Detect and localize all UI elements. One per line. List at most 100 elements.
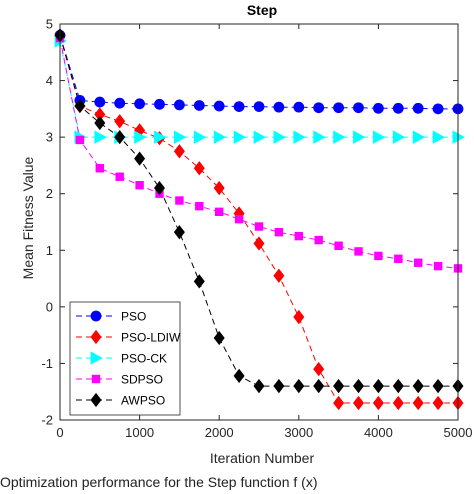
- legend-label: PSO-LDIW: [121, 331, 181, 345]
- data-point: [313, 378, 325, 394]
- data-point: [334, 241, 343, 250]
- y-tick-label: 3: [46, 130, 53, 145]
- data-point: [394, 254, 403, 263]
- series-markers-pso-ck: [54, 34, 465, 144]
- x-tick-label: 4000: [364, 425, 393, 440]
- data-point: [274, 227, 284, 237]
- axis-ticks: 0 1000 2000 3000 4000 5000 -2 -1 0 1 2 3 4 5: [41, 17, 472, 441]
- data-point: [352, 395, 365, 411]
- data-point: [273, 130, 286, 144]
- data-point: [114, 129, 126, 145]
- y-tick-label: 0: [46, 299, 53, 314]
- data-point: [433, 261, 443, 271]
- series-markers: [54, 28, 465, 411]
- data-point: [313, 361, 325, 377]
- legend-marker: [90, 329, 102, 345]
- legend-marker: [90, 392, 102, 408]
- x-tick-label: 0: [56, 425, 63, 440]
- x-tick-label: 5000: [444, 425, 473, 440]
- data-point: [233, 101, 245, 112]
- figure-caption: Optimization performance for the Step fu…: [0, 474, 318, 490]
- data-point: [134, 98, 146, 110]
- data-point: [412, 130, 426, 144]
- data-point: [293, 130, 306, 144]
- legend-label: AWPSO: [121, 394, 165, 408]
- data-point: [173, 99, 185, 111]
- x-tick-label: 3000: [284, 425, 313, 440]
- y-tick-label: 2: [46, 186, 53, 201]
- data-point: [293, 378, 305, 394]
- data-point: [154, 98, 165, 110]
- data-point: [233, 130, 246, 144]
- series-line-pso: [59, 35, 458, 110]
- legend-marker: [90, 310, 102, 322]
- data-point: [293, 309, 305, 325]
- data-point: [213, 130, 227, 144]
- chart-svg: Step Mean Fitness Value Iteration Number…: [20, 2, 472, 466]
- data-point: [74, 98, 86, 114]
- data-point: [153, 180, 166, 196]
- legend-item: AWPSO: [76, 392, 165, 408]
- legend-item: PSO-CK: [76, 351, 167, 366]
- data-point: [253, 378, 265, 394]
- y-tick-label: -2: [41, 413, 53, 428]
- legend-marker: [90, 351, 103, 365]
- data-point: [134, 151, 146, 166]
- data-point: [254, 222, 264, 231]
- legend: PSO PSO-LDIW PSO-CK SDPSO AWPSO: [69, 301, 181, 416]
- data-point: [432, 395, 444, 411]
- data-point: [173, 130, 187, 144]
- data-point: [273, 378, 285, 394]
- data-point: [213, 330, 225, 346]
- legend-item: PSO-LDIW: [76, 329, 181, 345]
- data-point: [253, 130, 266, 144]
- data-point: [134, 130, 147, 144]
- data-point: [412, 102, 424, 114]
- data-point: [333, 130, 346, 144]
- data-point: [115, 172, 124, 181]
- data-point: [173, 225, 185, 240]
- data-point: [114, 114, 126, 129]
- data-point: [392, 102, 404, 114]
- data-point: [253, 236, 265, 251]
- chart-title: Step: [247, 2, 277, 18]
- data-point: [392, 378, 404, 394]
- legend-marker: [91, 374, 101, 384]
- legend-label: SDPSO: [121, 373, 163, 387]
- data-point: [314, 235, 323, 245]
- data-point: [353, 102, 364, 114]
- data-point: [374, 251, 383, 261]
- legend-label: PSO: [121, 310, 146, 324]
- data-point: [154, 130, 167, 144]
- data-point: [372, 102, 384, 114]
- data-point: [313, 130, 326, 144]
- data-point: [253, 101, 265, 112]
- data-point: [432, 378, 444, 394]
- data-point: [294, 231, 303, 241]
- data-point: [412, 395, 424, 411]
- data-point: [94, 130, 107, 144]
- data-point: [372, 395, 384, 411]
- data-point: [193, 100, 205, 111]
- data-point: [273, 101, 285, 113]
- data-point: [293, 101, 305, 113]
- data-point: [75, 135, 85, 145]
- data-point: [372, 130, 386, 144]
- y-tick-label: -1: [41, 356, 53, 371]
- data-point: [392, 395, 404, 411]
- series-markers-awpso: [54, 28, 464, 394]
- y-tick-label: 5: [46, 17, 53, 32]
- legend-item: PSO: [76, 310, 146, 324]
- data-point: [372, 378, 384, 394]
- x-tick-label: 2000: [205, 425, 234, 440]
- x-axis-title: Iteration Number: [210, 450, 315, 466]
- data-point: [193, 161, 205, 176]
- data-point: [333, 378, 345, 394]
- legend-label: PSO-CK: [121, 352, 167, 366]
- data-point: [333, 102, 345, 114]
- data-point: [313, 102, 325, 114]
- data-point: [412, 378, 424, 394]
- series-markers-sdpso: [55, 33, 463, 273]
- data-point: [273, 268, 285, 283]
- plot-frame: [59, 23, 459, 421]
